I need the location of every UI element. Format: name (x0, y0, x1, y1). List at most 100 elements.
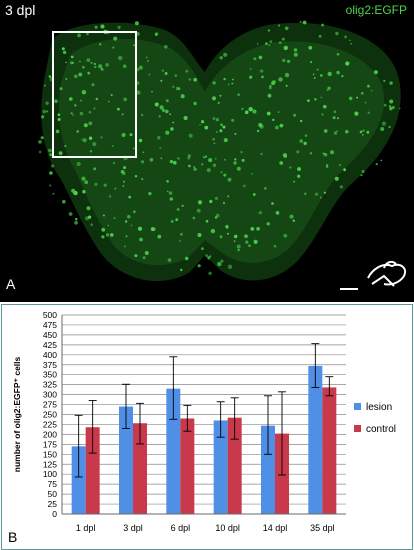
egfp-cell (367, 111, 370, 114)
egfp-cell (101, 227, 106, 232)
egfp-cell (188, 133, 193, 138)
egfp-cell (279, 161, 284, 165)
y-tick-label: 50 (48, 489, 58, 499)
egfp-cell (138, 65, 143, 70)
egfp-cell (94, 25, 98, 29)
egfp-cell (59, 87, 63, 91)
egfp-cell (220, 123, 223, 127)
egfp-cell (166, 180, 169, 183)
egfp-cell (269, 40, 273, 44)
egfp-cell (248, 107, 253, 112)
egfp-cell (74, 221, 78, 225)
egfp-cell (341, 75, 344, 78)
egfp-cell (139, 237, 143, 242)
egfp-cell (388, 105, 392, 108)
egfp-cell (197, 200, 203, 205)
egfp-cell (321, 113, 324, 116)
egfp-cell (226, 226, 229, 229)
egfp-cell (250, 227, 255, 231)
egfp-cell (159, 105, 164, 110)
egfp-cell (160, 79, 163, 82)
egfp-cell (293, 180, 295, 183)
egfp-cell (83, 123, 88, 128)
bar-lesion (213, 420, 228, 514)
egfp-cell (219, 94, 222, 97)
egfp-cell (282, 58, 286, 63)
egfp-cell (265, 42, 268, 45)
egfp-cell (188, 164, 191, 168)
egfp-cell (349, 39, 351, 42)
egfp-cell (179, 239, 182, 242)
egfp-cell (207, 256, 211, 260)
chart-panel: 0 25 50 75 100 125 150 175 200 225 250 275 300 325 350… (1, 304, 413, 550)
bar-lesion (71, 446, 86, 514)
egfp-cell (392, 106, 395, 109)
egfp-cell (121, 133, 126, 137)
egfp-cell (293, 113, 297, 117)
egfp-cell (339, 185, 343, 189)
egfp-cell (318, 34, 322, 38)
egfp-cell (389, 106, 393, 111)
egfp-cell (227, 195, 230, 198)
egfp-cell (310, 61, 313, 64)
egfp-cell (213, 142, 216, 145)
y-tick-label: 250 (43, 410, 57, 420)
bar-control (227, 417, 242, 514)
panel-b-letter: B (8, 529, 18, 545)
egfp-cell (323, 104, 327, 109)
x-tick-label: 10 dpl (215, 523, 240, 533)
egfp-cell (345, 61, 350, 66)
egfp-cell (268, 44, 271, 47)
egfp-cells (38, 20, 401, 275)
egfp-cell (138, 226, 142, 231)
y-tick-label: 125 (43, 459, 57, 469)
egfp-cell (166, 190, 169, 193)
egfp-cell (367, 84, 370, 88)
egfp-cell (333, 131, 337, 135)
egfp-cell (55, 129, 60, 134)
egfp-cell (127, 215, 131, 219)
egfp-cell (77, 33, 81, 38)
egfp-cell (304, 192, 307, 195)
egfp-cell (297, 167, 301, 171)
egfp-cell (91, 83, 95, 87)
egfp-cell (245, 240, 249, 244)
egfp-cell (71, 188, 76, 193)
egfp-cell (258, 55, 263, 60)
egfp-cell (287, 59, 291, 64)
y-tick-label: 375 (43, 360, 57, 370)
egfp-cell (183, 115, 188, 121)
egfp-cell (217, 261, 222, 267)
egfp-cell (193, 167, 197, 171)
egfp-cell (343, 168, 346, 172)
egfp-cell (220, 171, 223, 174)
bar-lesion (166, 388, 181, 514)
y-tick-label: 350 (43, 370, 57, 380)
egfp-cell (327, 86, 331, 91)
egfp-cell (130, 224, 133, 227)
egfp-cell (40, 136, 44, 140)
egfp-cell (323, 191, 326, 194)
egfp-cell (204, 155, 208, 158)
egfp-cell (192, 216, 196, 220)
egfp-cell (124, 245, 126, 248)
egfp-cell (72, 114, 74, 116)
egfp-cell (51, 164, 55, 168)
egfp-cell (212, 163, 217, 167)
egfp-cell (125, 235, 128, 238)
egfp-cell (148, 192, 152, 196)
egfp-cell (319, 196, 322, 199)
egfp-cell (123, 166, 127, 170)
egfp-cell (336, 130, 338, 133)
egfp-cell (117, 25, 121, 29)
egfp-cell (249, 68, 252, 70)
egfp-cell (110, 233, 114, 237)
egfp-cell (175, 218, 179, 222)
egfp-cell (220, 259, 224, 263)
egfp-cell (337, 117, 339, 120)
egfp-cell (223, 52, 228, 57)
egfp-cell (383, 103, 387, 107)
egfp-cell (48, 148, 52, 153)
y-tick-label: 150 (43, 449, 57, 459)
egfp-cell (307, 99, 310, 102)
